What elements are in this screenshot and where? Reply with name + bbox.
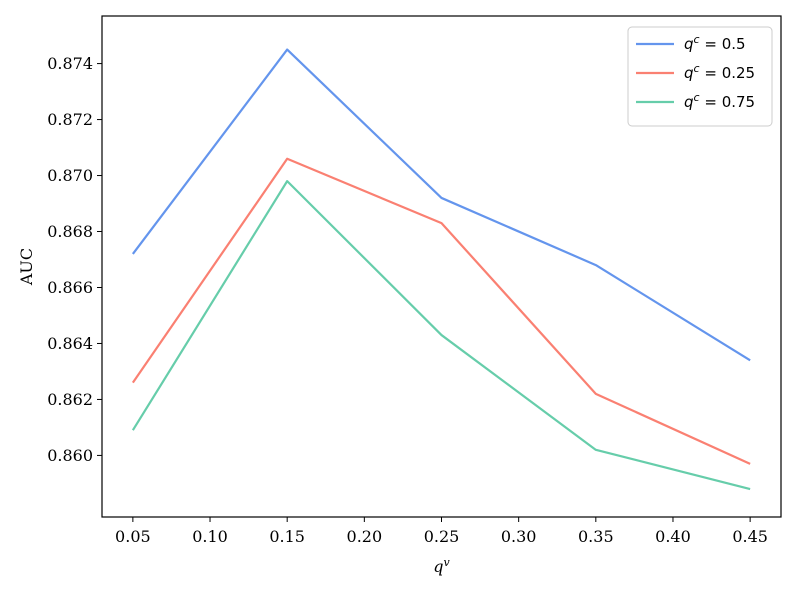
- x-tick-label: 0.30: [501, 527, 537, 546]
- y-tick-label: 0.872: [47, 110, 93, 129]
- x-tick-label: 0.25: [424, 527, 460, 546]
- x-axis-label: qv: [433, 556, 450, 577]
- legend-label-sup: c: [694, 91, 700, 104]
- x-tick-label: 0.20: [347, 527, 383, 546]
- y-tick-label: 0.864: [47, 334, 93, 353]
- series-line-2: [131, 157, 751, 465]
- x-axis-label-base: q: [433, 557, 443, 576]
- plot-marks: [131, 48, 751, 491]
- y-tick-label: 0.862: [47, 390, 93, 409]
- legend-label-base: q: [684, 64, 694, 82]
- x-axis-label-sup: v: [444, 556, 451, 569]
- x-tick-label: 0.45: [732, 527, 768, 546]
- x-tick-label: 0.10: [192, 527, 228, 546]
- x-axis: 0.05 0.10 0.15 0.20 0.25 0.30 0.35 0.40 0.45: [115, 517, 768, 546]
- series-line-3: [131, 180, 751, 491]
- y-axis: 0.860 0.862 0.864 0.866 0.868 0.870 0.872 0.874: [47, 54, 102, 465]
- x-tick-label: 0.15: [269, 527, 305, 546]
- legend-label-value: = 0.25: [700, 64, 756, 82]
- y-tick-label: 0.868: [47, 222, 93, 241]
- legend-label-sup: c: [694, 33, 700, 46]
- legend-label-base: q: [684, 35, 694, 53]
- legend-label: qc = 0.75: [684, 91, 755, 112]
- y-tick-label: 0.860: [47, 446, 93, 465]
- y-tick-label: 0.866: [47, 278, 93, 297]
- y-tick-label: 0.870: [47, 166, 93, 185]
- legend-label: qc = 0.25: [684, 62, 755, 83]
- y-axis-label: AUC: [17, 248, 36, 286]
- y-tick-label: 0.874: [47, 54, 93, 73]
- x-tick-label: 0.05: [115, 527, 151, 546]
- x-tick-label: 0.35: [578, 527, 614, 546]
- series-line-1: [131, 48, 751, 362]
- legend-label-value: = 0.75: [700, 93, 756, 111]
- legend-label-sup: c: [694, 62, 700, 75]
- legend-label-value: = 0.5: [700, 35, 746, 53]
- legend-label-base: q: [684, 93, 694, 111]
- x-tick-label: 0.40: [655, 527, 691, 546]
- legend-label: qc = 0.5: [684, 33, 746, 54]
